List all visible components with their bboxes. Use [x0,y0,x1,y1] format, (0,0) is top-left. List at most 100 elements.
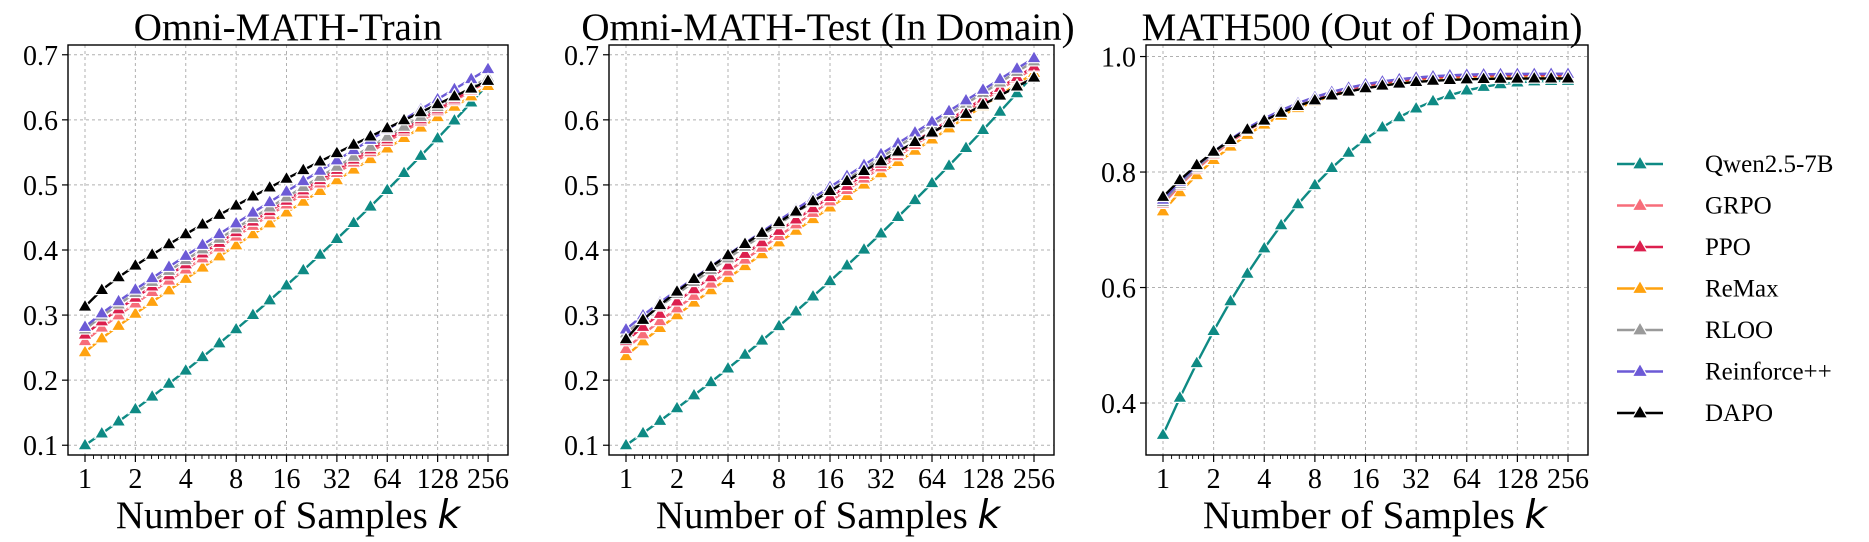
point-dapo [1374,76,1391,91]
point-dapo [110,268,127,283]
point-grpo [668,299,686,314]
point-qwen2-5-7b [110,412,127,427]
point-dapo [227,196,245,211]
point-dapo [295,161,312,176]
point-qwen2-5-7b [446,111,463,126]
point-dapo [76,297,94,312]
point-qwen2-5-7b [1357,130,1374,145]
y-ticks: 0.1 0.2 0.3 0.4 0.5 0.6 0.7 [564,41,609,462]
point-dapo [634,311,652,326]
point-dapo [1154,188,1172,203]
point-qwen2-5-7b [736,345,754,360]
point-qwen2-5-7b [412,147,430,162]
x-tick-label: 16 [816,464,844,495]
point-remax [93,329,110,344]
gridlines [1146,45,1588,455]
x-tick-label: 128 [417,464,459,495]
point-qwen2-5-7b [278,276,295,291]
point-reinforce [143,269,161,284]
point-dapo [787,202,805,217]
legend-marker [1631,403,1649,419]
point-qwen2-5-7b [1222,292,1239,307]
x-tick-label: 4 [1257,464,1271,495]
axes-frame [1145,44,1589,456]
point-qwen2-5-7b [1407,99,1425,114]
point-dapo [821,182,839,197]
legend-label: Reinforce++ [1705,359,1832,386]
point-remax [278,203,295,218]
legend-label: GRPO [1705,193,1772,220]
point-rloo [362,137,379,152]
point-qwen2-5-7b [1306,176,1324,191]
point-dapo [429,95,446,110]
point-dapo [1441,71,1459,86]
x-tick-label: 128 [962,464,1004,495]
point-remax [244,225,262,240]
point-ppo [702,268,720,283]
x-ticks: 1 2 4 8 16 32 64 128 256 [1156,455,1589,495]
point-dapo [1205,143,1222,157]
point-qwen2-5-7b [379,181,396,196]
point-dapo [328,144,346,159]
point-qwen2-5-7b [940,156,958,171]
y-tick-label: 0.4 [23,236,58,267]
point-qwen2-5-7b [1458,81,1475,96]
point-dapo [127,256,144,271]
point-qwen2-5-7b [76,436,94,451]
point-dapo [923,123,941,138]
point-ppo [685,280,703,295]
point-qwen2-5-7b [295,261,312,276]
point-dapo [668,282,686,297]
y-tick-label: 0.7 [564,41,599,72]
point-dapo [991,86,1009,101]
y-tick-label: 0.6 [1101,274,1136,305]
point-qwen2-5-7b [93,424,110,439]
y-tick-label: 0.3 [23,301,58,332]
point-qwen2-5-7b [194,348,211,363]
legend-marker [1631,279,1649,295]
point-dapo [446,87,463,102]
point-remax [295,192,312,207]
point-dapo [1222,131,1239,146]
series-reinforce [76,60,497,333]
point-dapo [1256,111,1273,126]
y-tick-label: 0.6 [23,106,58,137]
point-dapo [143,245,161,260]
point-ppo [651,305,669,320]
point-dapo [194,215,211,230]
point-qwen2-5-7b [685,386,703,401]
legend-marker [1631,196,1649,212]
point-dapo [719,246,737,261]
point-qwen2-5-7b [906,191,924,206]
point-dapo [1323,86,1340,101]
point-qwen2-5-7b [651,412,669,427]
point-qwen2-5-7b [395,164,413,179]
point-qwen2-5-7b [362,197,379,212]
x-tick-label: 2 [128,464,142,495]
x-tick-label: 4 [179,464,193,495]
series-lines [617,49,1043,451]
point-dapo [345,135,362,150]
series-qwen2-5-7b [1154,72,1577,441]
point-dapo [1171,171,1189,186]
x-axis-label: Number of Samples k [1203,493,1549,538]
point-dapo [211,206,228,221]
point-remax [634,332,652,347]
legend-label: RLOO [1705,317,1773,344]
point-dapo [379,119,396,134]
point-dapo [1025,68,1043,83]
y-tick-label: 0.1 [23,431,58,462]
point-qwen2-5-7b [160,375,178,389]
point-qwen2-5-7b [429,129,446,144]
point-qwen2-5-7b [1424,92,1442,107]
legend-marker [1631,362,1649,378]
point-remax [160,281,178,296]
x-tick-label: 1 [78,464,92,495]
point-qwen2-5-7b [957,139,975,154]
point-dapo [1188,156,1205,171]
point-remax [127,305,144,319]
point-qwen2-5-7b [872,224,890,239]
point-remax [311,182,329,197]
point-dapo [651,296,669,311]
panel-title: MATH500 (Out of Domain) [1142,6,1583,49]
